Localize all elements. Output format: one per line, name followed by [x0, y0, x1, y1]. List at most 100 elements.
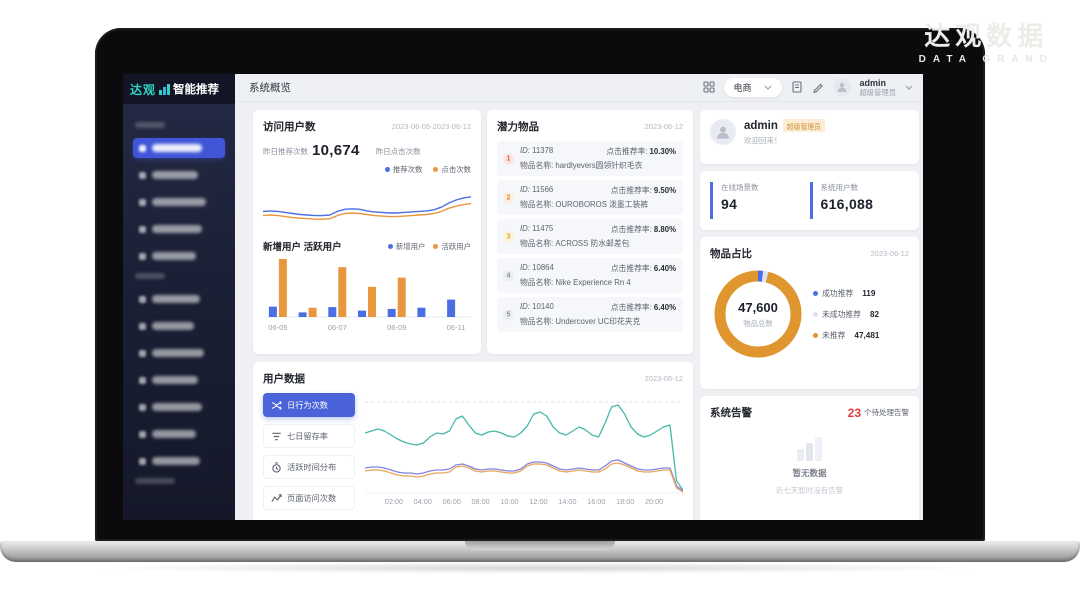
card-date: 2023-06-12	[644, 374, 683, 383]
menu-icon	[139, 403, 146, 411]
new-active-users-bar-chart: 06-05 06-07 06-09 06-11	[263, 259, 471, 332]
card-title: 潜力物品	[497, 121, 539, 133]
sidebar-menu	[123, 104, 235, 484]
sidebar-item[interactable]	[133, 246, 225, 266]
tab-seven-day-retention[interactable]: 七日留存率	[263, 424, 355, 448]
sidebar-item[interactable]	[133, 343, 225, 363]
item-ctr: 点击推荐率: 10.30%	[606, 147, 676, 156]
laptop-shadow	[90, 562, 990, 574]
item-id: ID: 10864	[520, 263, 554, 272]
tab-active-time-distribution[interactable]: 活跃时间分布	[263, 455, 355, 479]
item-ctr: 点击推荐率: 6.40%	[610, 264, 676, 273]
scene-select-dropdown[interactable]: 电商	[723, 77, 782, 97]
legend-dot	[384, 167, 390, 172]
sidebar-item[interactable]	[133, 370, 225, 390]
menu-icon	[139, 295, 146, 303]
menu-label-blurred	[152, 430, 196, 438]
grid-icon[interactable]	[702, 81, 715, 94]
chart-legend: 新增用户 活跃用户	[387, 241, 471, 252]
legend-label: 活跃用户	[441, 241, 471, 251]
app-logo-cn: 达观	[130, 82, 157, 97]
menu-icon	[139, 171, 146, 179]
list-item[interactable]: 3 ID: 11475 点击推荐率: 8.80% 物品名称: ACROSS 防水邮差…	[497, 219, 683, 254]
svg-text:06-09: 06-09	[387, 323, 406, 332]
sidebar-item[interactable]	[133, 219, 225, 239]
tab-label: 活跃时间分布	[287, 463, 337, 472]
scene-select-value: 电商	[733, 82, 752, 93]
potential-items-card: 潜力物品 2023-06-12 1 ID: 11378	[487, 110, 693, 354]
sidebar-item[interactable]	[133, 192, 225, 212]
legend-dot	[433, 243, 439, 249]
item-id: ID: 11566	[520, 185, 554, 194]
donut-chart	[714, 270, 802, 358]
alert-count-suffix: 个待处理告警	[864, 408, 909, 417]
stat-system-users: 系统用户数 616,088	[809, 182, 910, 219]
svg-text:06-11: 06-11	[447, 323, 466, 332]
visit-trend-chart	[262, 196, 472, 220]
empty-description: 近七天暂时没有告警	[775, 486, 844, 495]
breadcrumb: 系统概览	[249, 82, 291, 94]
legend-dot	[387, 243, 393, 249]
sidebar-item[interactable]	[133, 424, 225, 444]
list-item[interactable]: 4 ID: 10864 点击推荐率: 6.40% 物品名称: Nike Experi…	[497, 258, 683, 293]
rank-badge: 4	[503, 270, 514, 281]
laptop-base	[0, 541, 1080, 562]
stat-label: 在线场景数	[721, 183, 759, 192]
tab-label: 日行为次数	[287, 401, 328, 410]
user-data-tab-list: 日行为次数 七日留存率 活跃时间分布	[263, 393, 355, 510]
sidebar-item[interactable]	[133, 397, 225, 417]
menu-icon	[139, 198, 146, 206]
stat-value: 616,088	[820, 196, 874, 212]
item-name: 物品名称: hardlyevers圆领针织毛衣	[520, 161, 643, 170]
funnel-icon	[272, 432, 281, 440]
legend-value: 47,481	[854, 330, 880, 340]
stat-label: 昨日推荐次数	[263, 147, 308, 156]
legend-label: 未成功推荐	[822, 309, 861, 319]
sidebar-section-label	[135, 122, 165, 128]
user-icon	[837, 83, 847, 93]
sidebar-item[interactable]	[133, 316, 225, 336]
list-item[interactable]: 1 ID: 11378 点击推荐率: 10.30% 物品名称: hardlyever…	[497, 141, 683, 176]
menu-label-blurred	[152, 198, 206, 206]
svg-text:08:00: 08:00	[471, 497, 489, 506]
legend-dot	[433, 167, 439, 172]
tab-daily-behavior[interactable]: 日行为次数	[263, 393, 355, 417]
list-item[interactable]: 2 ID: 11566 点击推荐率: 9.50% 物品名称: OUROBOROS 泼…	[497, 180, 683, 215]
svg-text:06:00: 06:00	[443, 497, 461, 506]
sidebar-item[interactable]	[133, 451, 225, 471]
sidebar-item-active[interactable]	[133, 138, 225, 158]
rank-badge: 2	[503, 192, 514, 203]
dashboard-body: 访问用户数 2023-06-05-2023-06-12 昨日推荐次数 10,67…	[235, 102, 923, 520]
list-item[interactable]: 5 ID: 10140 点击推荐率: 6.40% 物品名称: Undercover …	[497, 297, 683, 332]
menu-icon	[139, 457, 146, 465]
empty-state: 暂无数据 近七天暂时没有告警	[710, 435, 909, 496]
user-role: 超级管理员	[859, 87, 896, 97]
sidebar-item[interactable]	[133, 289, 225, 309]
potential-items-list: 1 ID: 11378 点击推荐率: 10.30% 物品名称: hardlyever…	[497, 141, 683, 332]
user-name: admin	[859, 77, 887, 88]
menu-label-blurred	[152, 349, 204, 357]
card-title: 用户数据	[263, 373, 305, 385]
legend-dot	[813, 311, 818, 317]
card-title: 物品占比	[710, 248, 752, 260]
tab-label: 七日留存率	[287, 432, 328, 441]
sidebar: 达观 智能推荐	[123, 74, 235, 520]
user-info[interactable]: admin 超级管理员	[860, 78, 896, 98]
clock-icon	[272, 461, 281, 473]
tab-page-visits[interactable]: 页面访问次数	[263, 486, 355, 510]
welcome-text: 欢迎回来！	[744, 136, 782, 145]
item-ctr: 点击推荐率: 8.80%	[610, 225, 676, 234]
sidebar-item[interactable]	[133, 165, 225, 185]
profile-card: admin 超级管理员 欢迎回来！	[700, 110, 919, 164]
card-date: 2023-06-12	[644, 122, 683, 131]
pen-icon[interactable]	[812, 81, 824, 94]
chevron-down-icon[interactable]	[905, 85, 913, 90]
legend-label: 成功推荐	[822, 288, 854, 298]
document-icon[interactable]	[791, 81, 803, 94]
avatar	[710, 119, 736, 145]
item-id: ID: 11475	[520, 224, 554, 233]
user-avatar[interactable]	[832, 78, 851, 97]
legend-label: 新增用户	[395, 241, 426, 251]
shuffle-icon	[271, 400, 282, 410]
